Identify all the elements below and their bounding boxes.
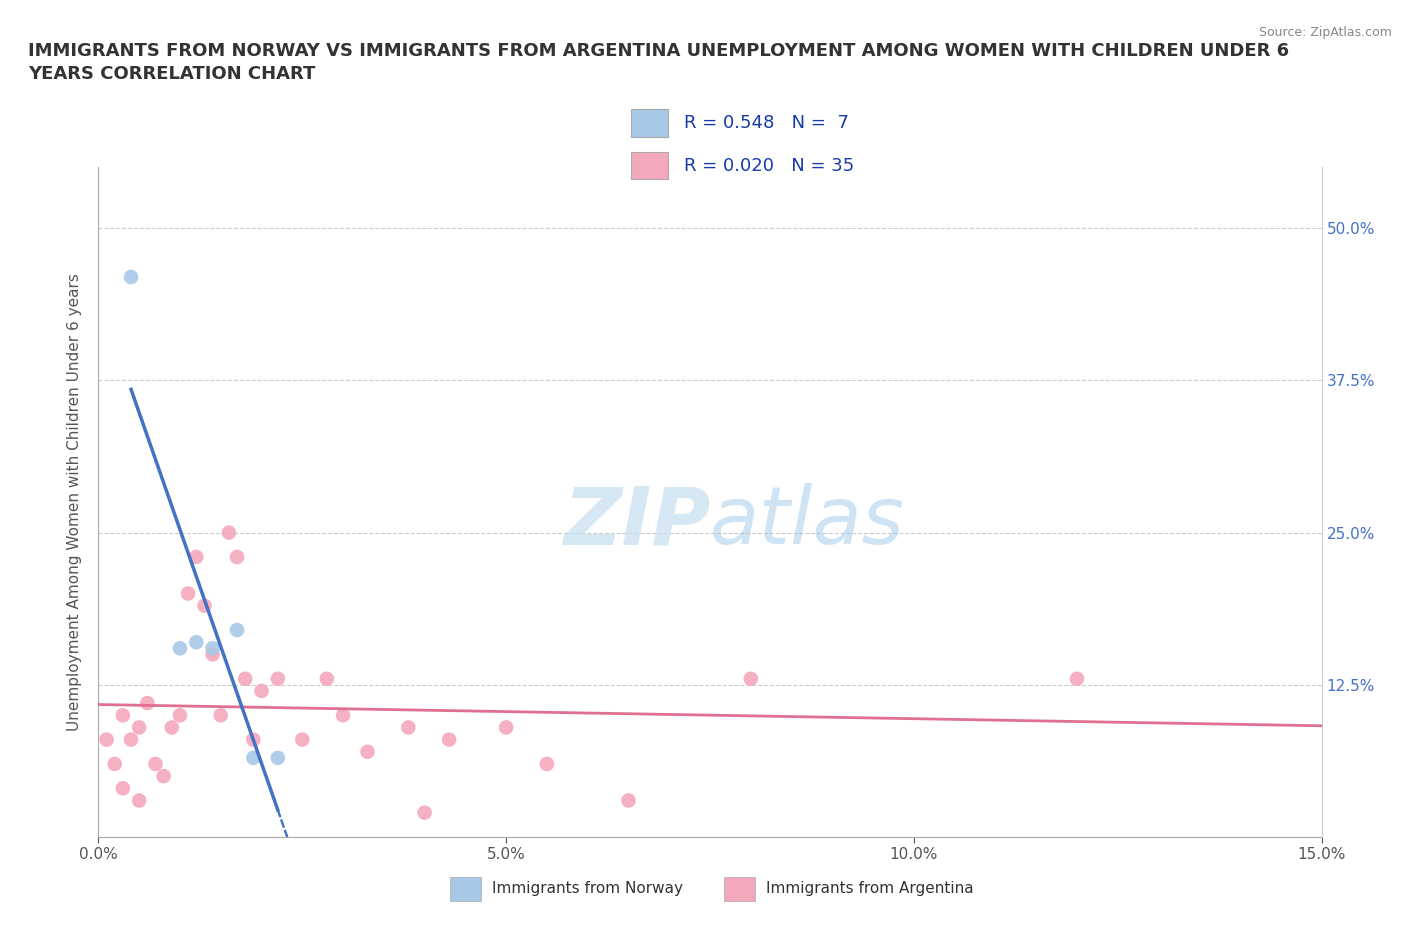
Point <box>104 756 127 771</box>
Point <box>120 270 142 285</box>
Point <box>186 550 208 565</box>
Point <box>209 708 232 723</box>
Point <box>495 720 517 735</box>
Text: atlas: atlas <box>710 484 905 562</box>
Text: ZIP: ZIP <box>562 484 710 562</box>
Point <box>193 598 215 613</box>
Point <box>437 732 460 747</box>
Point <box>145 756 167 771</box>
Point <box>218 525 240 540</box>
Text: Source: ZipAtlas.com: Source: ZipAtlas.com <box>1258 26 1392 39</box>
Point <box>226 550 249 565</box>
Y-axis label: Unemployment Among Women with Children Under 6 years: Unemployment Among Women with Children U… <box>67 273 83 731</box>
Text: R = 0.548   N =  7: R = 0.548 N = 7 <box>683 113 848 132</box>
Point <box>315 671 337 686</box>
Bar <box>724 877 755 900</box>
Point <box>396 720 419 735</box>
Point <box>332 708 354 723</box>
Point <box>136 696 159 711</box>
Point <box>186 635 208 650</box>
Point <box>96 732 118 747</box>
Point <box>128 720 150 735</box>
Text: R = 0.020   N = 35: R = 0.020 N = 35 <box>683 156 853 175</box>
Text: Immigrants from Norway: Immigrants from Norway <box>492 881 683 896</box>
Bar <box>450 877 481 900</box>
Point <box>740 671 762 686</box>
Point <box>201 641 224 656</box>
Bar <box>631 109 668 137</box>
Point <box>250 684 273 698</box>
Point <box>201 647 224 662</box>
Text: IMMIGRANTS FROM NORWAY VS IMMIGRANTS FROM ARGENTINA UNEMPLOYMENT AMONG WOMEN WIT: IMMIGRANTS FROM NORWAY VS IMMIGRANTS FRO… <box>28 42 1289 84</box>
Point <box>267 671 290 686</box>
Point <box>226 622 249 637</box>
Point <box>169 641 191 656</box>
Point <box>356 744 378 759</box>
Point <box>617 793 640 808</box>
Point <box>169 708 191 723</box>
Point <box>536 756 558 771</box>
Point <box>1066 671 1088 686</box>
Point <box>413 805 436 820</box>
Point <box>267 751 290 765</box>
Point <box>160 720 183 735</box>
Point <box>128 793 150 808</box>
Bar <box>631 152 668 179</box>
Point <box>242 732 264 747</box>
Point <box>291 732 314 747</box>
Text: Immigrants from Argentina: Immigrants from Argentina <box>766 881 974 896</box>
Point <box>233 671 256 686</box>
Point <box>120 732 142 747</box>
Point <box>111 781 134 796</box>
Point <box>152 769 174 784</box>
Point <box>111 708 134 723</box>
Point <box>242 751 264 765</box>
Point <box>177 586 200 601</box>
